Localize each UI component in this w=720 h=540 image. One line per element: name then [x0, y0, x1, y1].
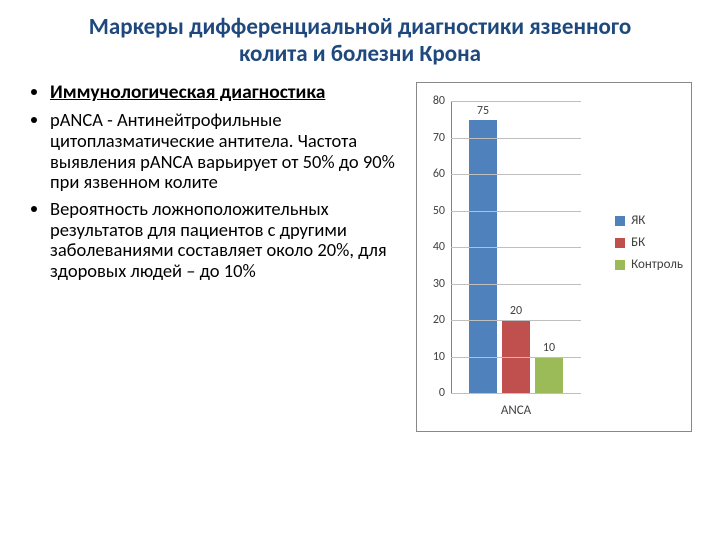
grid-line: [451, 211, 581, 212]
y-tick-label: 50: [417, 204, 445, 218]
bar: [469, 120, 497, 394]
legend-label: БК: [631, 235, 645, 250]
bar: [535, 357, 563, 394]
legend-item: БК: [615, 235, 683, 250]
chart-column: 75 20 10 0 10 20 30 40 50 60 70 80 ANCA ЯК БК Контро…: [416, 82, 692, 432]
y-tick-label: 40: [417, 240, 445, 254]
bar-value-label: 75: [468, 104, 498, 118]
grid-line: [451, 284, 581, 285]
legend-label: ЯК: [631, 213, 645, 228]
y-tick-label: 30: [417, 277, 445, 291]
grid-line: [451, 357, 581, 358]
legend-label: Контроль: [631, 257, 683, 272]
grid-line: [451, 101, 581, 102]
y-tick-label: 70: [417, 131, 445, 145]
bullet-heading: Иммунологическая диагностика: [50, 82, 402, 104]
y-tick-label: 60: [417, 167, 445, 181]
grid-line: [451, 174, 581, 175]
bar-value-label: 20: [501, 304, 531, 318]
legend-item: ЯК: [615, 213, 683, 228]
text-column: Иммунологическая диагностика pANCA - Ант…: [28, 82, 402, 432]
grid-line: [451, 393, 581, 394]
bullet-item: pANCA - Антинейтрофильные цитоплазматиче…: [50, 110, 402, 193]
grid-line: [451, 320, 581, 321]
bar-value-label: 10: [534, 341, 564, 355]
plot-area: 75 20 10: [451, 101, 581, 393]
content-row: Иммунологическая диагностика pANCA - Ант…: [28, 82, 692, 432]
slide: Маркеры дифференциальной диагностики язв…: [0, 0, 720, 540]
y-tick-label: 80: [417, 94, 445, 108]
legend-swatch: [615, 216, 625, 226]
slide-title: Маркеры дифференциальной диагностики язв…: [52, 14, 668, 68]
bar-chart: 75 20 10 0 10 20 30 40 50 60 70 80 ANCA ЯК БК Контро…: [416, 82, 692, 432]
legend-swatch: [615, 238, 625, 248]
bullet-item: Вероятность ложноположительных результат…: [50, 199, 402, 282]
legend: ЯК БК Контроль: [615, 213, 683, 279]
y-tick-label: 20: [417, 313, 445, 327]
grid-line: [451, 138, 581, 139]
bullet-list: Иммунологическая диагностика pANCA - Ант…: [28, 82, 402, 282]
grid-line: [451, 247, 581, 248]
y-tick-label: 10: [417, 350, 445, 364]
y-tick-label: 0: [417, 386, 445, 400]
x-axis-label: ANCA: [451, 403, 581, 418]
legend-swatch: [615, 260, 625, 270]
legend-item: Контроль: [615, 257, 683, 272]
